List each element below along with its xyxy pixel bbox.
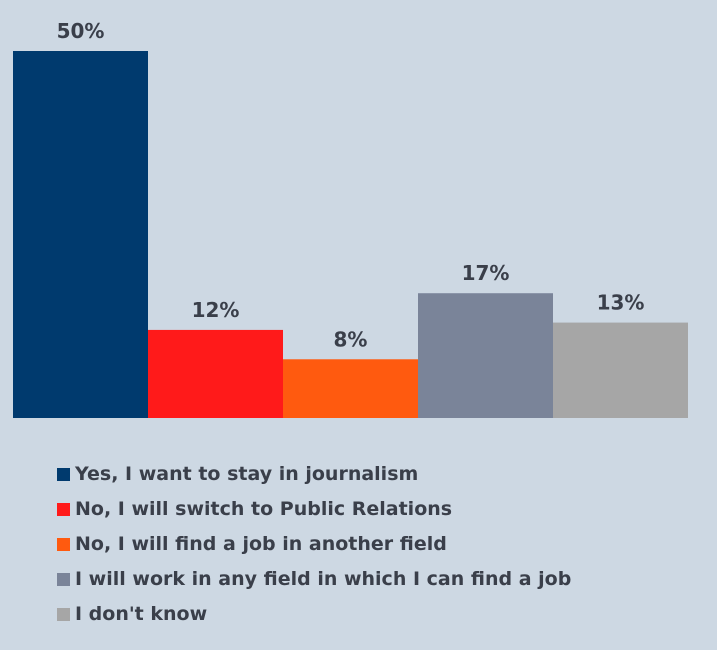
- legend-item: No, I will switch to Public Relations: [57, 498, 571, 520]
- legend: Yes, I want to stay in journalism No, I …: [57, 463, 572, 639]
- bar-chart-plot: 50% 12% 8% 17% 13%: [13, 19, 688, 418]
- data-label: 50%: [57, 19, 105, 43]
- data-label: 8%: [334, 327, 368, 351]
- legend-swatch: [57, 572, 70, 586]
- legend-swatch: [57, 502, 70, 516]
- bar: [553, 322, 688, 418]
- bar: [148, 329, 283, 418]
- bar: [283, 359, 418, 418]
- legend-item: I don't know: [57, 603, 571, 625]
- legend-swatch: [57, 537, 70, 551]
- data-label: 17%: [462, 261, 510, 285]
- data-label: 12%: [192, 298, 240, 322]
- legend-label: I don't know: [75, 603, 208, 625]
- data-label: 13%: [597, 291, 645, 315]
- legend-item: Yes, I want to stay in journalism: [57, 463, 571, 485]
- bar: [13, 51, 148, 418]
- legend-item: No, I will find a job in another field: [57, 533, 571, 555]
- legend-label: Yes, I want to stay in journalism: [75, 463, 419, 485]
- legend-swatch: [57, 467, 70, 481]
- legend-swatch: [57, 607, 70, 621]
- legend-label: I will work in any field in which I can …: [75, 568, 572, 590]
- legend-label: No, I will switch to Public Relations: [75, 498, 453, 520]
- legend-label: No, I will find a job in another field: [75, 533, 447, 555]
- legend-item: I will work in any field in which I can …: [57, 568, 572, 590]
- bar: [418, 293, 553, 418]
